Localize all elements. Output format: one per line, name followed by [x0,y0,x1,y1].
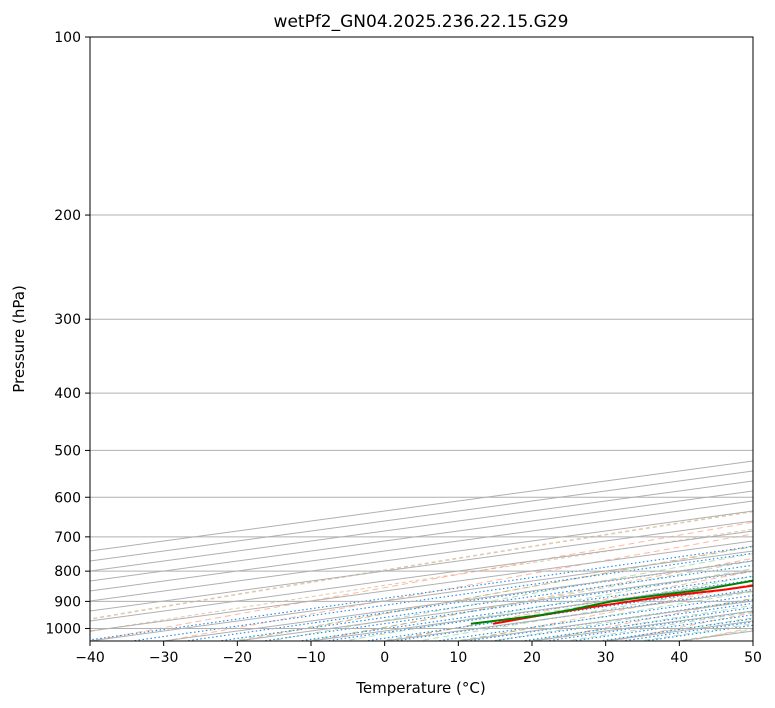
mixing-ratio-line [542,610,753,641]
x-tick-label: 30 [597,650,615,666]
isotherm-line [90,500,753,592]
x-tick-label: −40 [75,650,105,666]
isotherm-line [90,490,753,582]
y-tick-label: 500 [54,443,81,459]
y-tick-label: 200 [54,208,81,224]
mixing-ratio-lines [90,545,753,641]
y-axis-ticks: 1000 900 800 700 600 500 400 300 200 100 [45,30,90,637]
x-tick-label: 40 [670,650,688,666]
isotherm-line [90,480,753,572]
x-tick-label: −30 [149,650,179,666]
y-tick-label: 100 [54,30,81,46]
plot-area: 0.10.20.40.611.52346810131620253036-100-… [90,37,753,641]
x-tick-label: 10 [449,650,467,666]
mixing-ratio-line [90,545,753,641]
mixing-ratio-line [128,552,753,641]
isotherm-line [90,530,753,622]
y-axis-label: Pressure (hPa) [10,285,28,393]
mixing-ratio-line [568,614,753,641]
mixing-ratio-line [596,618,753,641]
mixing-ratio-line [181,560,753,641]
mixing-ratio-line [518,607,753,641]
chart-title: wetPf2_GN04.2025.236.22.15.G29 [274,12,569,32]
x-axis-label: Temperature (°C) [355,679,485,697]
x-tick-label: −20 [223,650,253,666]
isobar-gridlines [90,37,753,629]
isotherm-line [90,460,753,552]
isotherm-line [90,520,753,612]
y-tick-label: 800 [54,564,81,580]
mixing-ratio-line [258,570,753,641]
y-tick-label: 700 [54,530,81,546]
isotherm-line [90,510,753,602]
y-tick-label: 300 [54,312,81,328]
y-tick-label: 400 [54,386,81,402]
y-tick-label: 900 [54,594,81,610]
x-tick-label: 50 [744,650,762,666]
x-tick-label: 0 [380,650,389,666]
isotherm-gridlines [90,460,753,641]
x-tick-label: 20 [523,650,541,666]
mixing-ratio-line [215,564,753,641]
isotherm-line [90,470,753,562]
y-tick-label: 1000 [45,621,81,637]
x-axis-ticks: −40 −30 −20 −10 0 10 20 30 40 50 [75,641,762,666]
y-tick-label: 600 [54,490,81,506]
x-tick-label: −10 [296,650,326,666]
plot-frame [89,36,754,642]
